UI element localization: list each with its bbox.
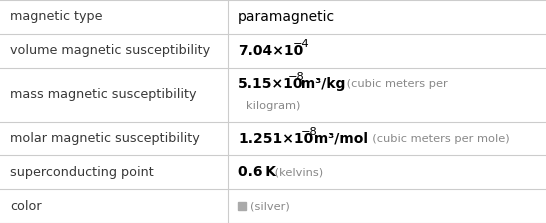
- Text: color: color: [10, 200, 41, 213]
- Text: magnetic type: magnetic type: [10, 10, 103, 23]
- Text: volume magnetic susceptibility: volume magnetic susceptibility: [10, 44, 210, 57]
- Text: 0.6 K: 0.6 K: [238, 165, 276, 179]
- Text: m³/kg: m³/kg: [296, 77, 346, 91]
- Text: superconducting point: superconducting point: [10, 166, 154, 179]
- Text: molar magnetic susceptibility: molar magnetic susceptibility: [10, 132, 200, 145]
- Text: m³/mol: m³/mol: [309, 132, 368, 146]
- Text: paramagnetic: paramagnetic: [238, 10, 335, 24]
- Text: mass magnetic susceptibility: mass magnetic susceptibility: [10, 88, 197, 101]
- Text: (kelvins): (kelvins): [271, 167, 323, 177]
- Text: 1.251×10: 1.251×10: [238, 132, 313, 146]
- Text: (silver): (silver): [250, 201, 290, 211]
- Bar: [238, 202, 246, 210]
- Text: −8: −8: [301, 126, 318, 136]
- Text: (cubic meters per: (cubic meters per: [343, 78, 448, 89]
- Text: (cubic meters per mole): (cubic meters per mole): [365, 134, 509, 144]
- Text: 7.04×10: 7.04×10: [238, 44, 303, 58]
- Text: kilogram): kilogram): [246, 101, 300, 111]
- Text: −8: −8: [288, 72, 305, 82]
- Text: 5.15×10: 5.15×10: [238, 77, 304, 91]
- Text: −4: −4: [293, 39, 310, 49]
